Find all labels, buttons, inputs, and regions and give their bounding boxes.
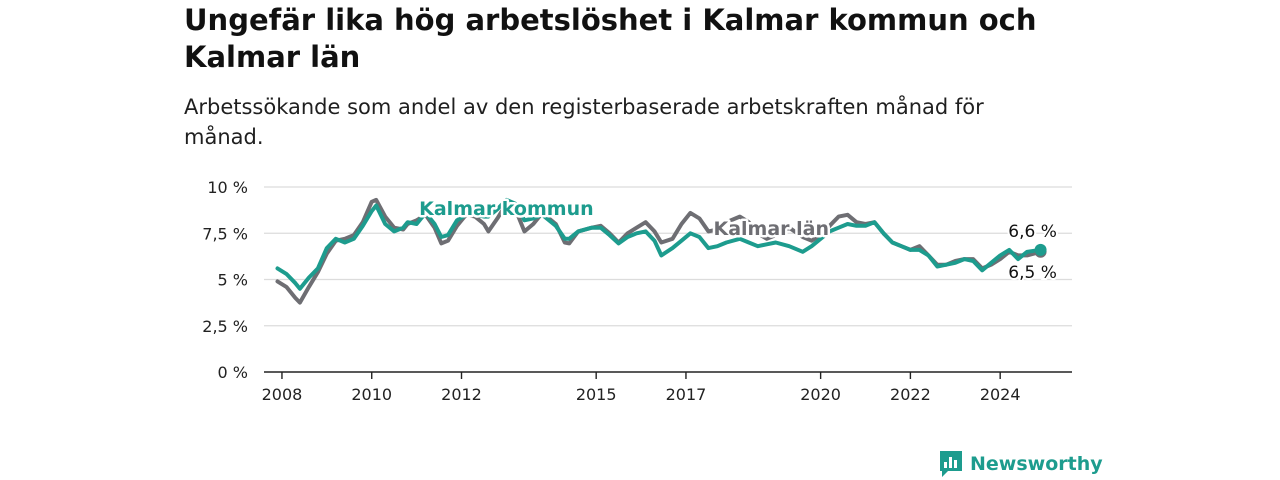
y-tick-label: 5 %	[218, 271, 248, 290]
series-endpoint-kalmar-kommun	[1034, 243, 1047, 256]
x-tick-label: 2024	[980, 385, 1021, 404]
chart-title: Ungefär lika hög arbetslöshet i Kalmar k…	[184, 3, 1037, 74]
x-tick-label: 2012	[441, 385, 482, 404]
x-tick-label: 2008	[262, 385, 303, 404]
newsworthy-logo-icon	[940, 451, 962, 477]
series-line-kalmar-kommun	[275, 197, 1043, 291]
x-tick-label: 2015	[576, 385, 617, 404]
x-tick-label: 2010	[351, 385, 392, 404]
y-tick-label: 10 %	[207, 178, 248, 197]
x-tick-label: 2017	[666, 385, 707, 404]
y-tick-label: 0 %	[218, 363, 248, 382]
series-label: Kalmar län	[713, 218, 829, 240]
brand-name: Newsworthy	[970, 453, 1103, 475]
chart-subtitle: Arbetssökande som andel av den registerb…	[184, 95, 984, 149]
end-value-label: 6,6 %	[1008, 222, 1057, 242]
y-tick-label: 7,5 %	[202, 224, 248, 243]
x-tick-label: 2020	[800, 385, 841, 404]
brand-logo[interactable]: Newsworthy	[938, 448, 1103, 480]
y-tick-label: 2,5 %	[202, 317, 248, 336]
x-tick-label: 2022	[890, 385, 931, 404]
end-value-label: 6,5 %	[1008, 263, 1057, 283]
series-label: Kalmar kommun	[419, 198, 594, 220]
